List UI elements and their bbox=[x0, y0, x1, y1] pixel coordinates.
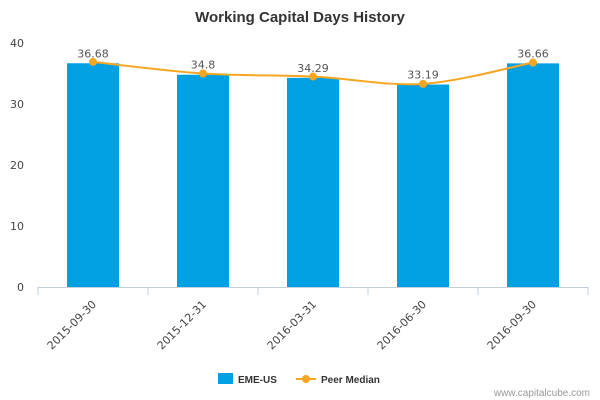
x-tick-label: 2015-12-31 bbox=[155, 298, 209, 352]
peer-median-point[interactable] bbox=[309, 72, 317, 81]
y-axis: 0 10 20 30 40 bbox=[10, 37, 24, 294]
credit-text[interactable]: www.capitalcube.com bbox=[493, 388, 590, 399]
y-tick-label: 30 bbox=[10, 98, 24, 111]
peer-median-point[interactable] bbox=[89, 57, 97, 66]
legend[interactable]: EME-US Peer Median bbox=[218, 373, 380, 386]
bar[interactable] bbox=[507, 63, 559, 288]
y-tick-label: 0 bbox=[17, 281, 24, 294]
legend-label-eme-us[interactable]: EME-US bbox=[238, 375, 277, 386]
y-tick-label: 40 bbox=[10, 37, 24, 50]
legend-swatch-peer-median-marker bbox=[302, 375, 310, 383]
peer-median-point[interactable] bbox=[199, 69, 207, 78]
chart-title: Working Capital Days History bbox=[195, 9, 405, 26]
bar[interactable] bbox=[287, 77, 339, 288]
data-labels: 36.68 34.8 34.29 33.19 36.66 bbox=[77, 47, 549, 81]
bar-series bbox=[67, 63, 559, 288]
data-label: 34.8 bbox=[191, 59, 216, 72]
peer-median-point[interactable] bbox=[529, 58, 537, 67]
x-tick-label: 2016-06-30 bbox=[375, 298, 429, 352]
x-tick-label: 2015-09-30 bbox=[45, 298, 99, 352]
data-label: 36.66 bbox=[517, 47, 549, 60]
bar[interactable] bbox=[397, 84, 449, 287]
peer-median-point[interactable] bbox=[419, 79, 427, 88]
data-label: 34.29 bbox=[297, 62, 329, 75]
y-tick-label: 10 bbox=[10, 220, 24, 233]
legend-label-peer-median[interactable]: Peer Median bbox=[321, 375, 380, 386]
data-label: 36.68 bbox=[77, 47, 109, 60]
x-tick-label: 2016-09-30 bbox=[485, 298, 539, 352]
y-tick-label: 20 bbox=[10, 159, 24, 172]
x-tick-label: 2016-03-31 bbox=[265, 298, 319, 352]
peer-median-series bbox=[89, 57, 537, 88]
data-label: 33.19 bbox=[407, 69, 439, 82]
x-axis: 2015-09-30 2015-12-31 2016-03-31 2016-06-30… bbox=[37, 287, 589, 352]
bar[interactable] bbox=[177, 74, 229, 287]
bar[interactable] bbox=[67, 63, 119, 287]
legend-swatch-eme-us bbox=[218, 373, 233, 384]
